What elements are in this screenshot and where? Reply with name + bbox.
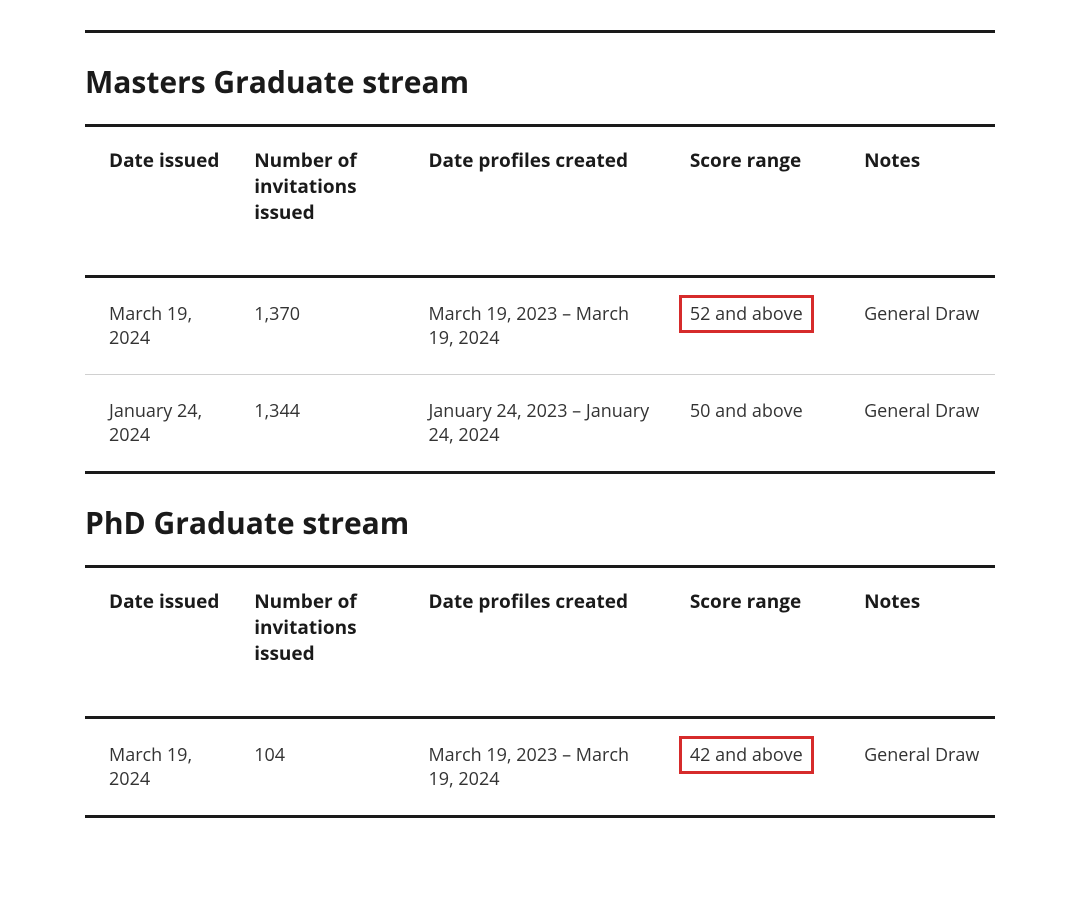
table-row: January 24, 2024 1,344 January 24, 2023 …	[85, 375, 995, 473]
cell-date-issued: March 19, 2024	[85, 277, 230, 375]
col-header-date: Date issued	[85, 567, 230, 718]
cell-notes: General Draw	[840, 375, 995, 473]
cell-profiles-created: March 19, 2023 – March 19, 2024	[404, 718, 665, 817]
col-header-score: Score range	[666, 126, 840, 277]
table-header-row: Date issued Number of invitations issued…	[85, 567, 995, 718]
cell-profiles-created: January 24, 2023 – January 24, 2024	[404, 375, 665, 473]
col-header-notes: Notes	[840, 126, 995, 277]
cell-notes: General Draw	[840, 718, 995, 817]
score-highlight-box: 42 and above	[679, 736, 814, 774]
col-header-profiles: Date profiles created	[404, 126, 665, 277]
cell-score-range: 42 and above	[666, 718, 840, 817]
section-title-phd: PhD Graduate stream	[85, 502, 995, 543]
cell-num-invitations: 1,344	[230, 375, 404, 473]
col-header-score: Score range	[666, 567, 840, 718]
cell-score-range: 50 and above	[666, 375, 840, 473]
phd-table: Date issued Number of invitations issued…	[85, 565, 995, 818]
cell-num-invitations: 1,370	[230, 277, 404, 375]
score-highlight-box: 52 and above	[679, 295, 814, 333]
table-header-row: Date issued Number of invitations issued…	[85, 126, 995, 277]
cell-date-issued: January 24, 2024	[85, 375, 230, 473]
cell-date-issued: March 19, 2024	[85, 718, 230, 817]
table-row: March 19, 2024 104 March 19, 2023 – Marc…	[85, 718, 995, 817]
cell-notes: General Draw	[840, 277, 995, 375]
masters-table: Date issued Number of invitations issued…	[85, 124, 995, 474]
col-header-date: Date issued	[85, 126, 230, 277]
col-header-invitations: Number of invitations issued	[230, 126, 404, 277]
section-title-masters: Masters Graduate stream	[85, 61, 995, 102]
col-header-profiles: Date profiles created	[404, 567, 665, 718]
cell-score-range: 52 and above	[666, 277, 840, 375]
cell-profiles-created: March 19, 2023 – March 19, 2024	[404, 277, 665, 375]
col-header-notes: Notes	[840, 567, 995, 718]
col-header-invitations: Number of invitations issued	[230, 567, 404, 718]
cell-num-invitations: 104	[230, 718, 404, 817]
table-row: March 19, 2024 1,370 March 19, 2023 – Ma…	[85, 277, 995, 375]
